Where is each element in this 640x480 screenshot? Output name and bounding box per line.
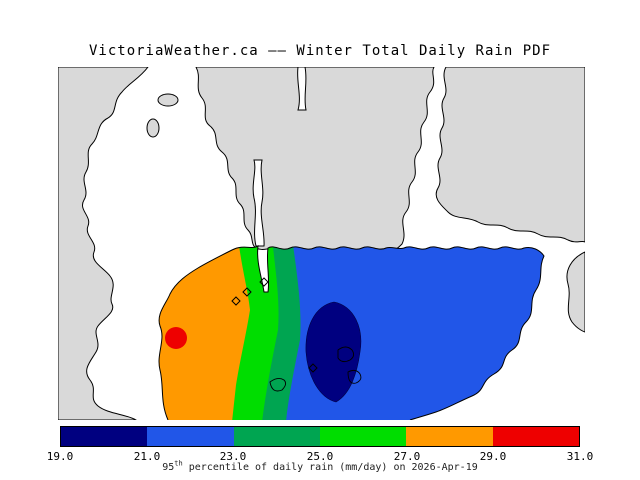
- colorbar-tick: 21.0: [133, 450, 161, 463]
- colorbar-ticks: 19.0 21.0 23.0 25.0 27.0 29.0 31.0: [0, 450, 640, 463]
- plot-title: VictoriaWeather.ca —— Winter Total Daily…: [88, 43, 551, 59]
- colorbar-tick: 25.0: [306, 450, 334, 463]
- caption-text: percentile of daily rain (mm/day) on 202…: [182, 462, 478, 473]
- landmass-west: [58, 67, 149, 420]
- inlet-channel: [297, 67, 307, 111]
- contour-core-19-21: [305, 301, 362, 403]
- station-marker: [242, 287, 252, 297]
- lake-outline: [347, 369, 362, 384]
- colorbar-segment: [233, 427, 320, 446]
- colorbar-tick: 19.0: [46, 450, 74, 463]
- landmass-east: [435, 67, 585, 243]
- colorbar-segment: [492, 427, 579, 446]
- islet: [157, 93, 179, 107]
- colorbar-segment: [147, 427, 234, 446]
- colorbar-segment: [319, 427, 407, 446]
- colorbar-tick: 31.0: [566, 450, 594, 463]
- station-marker: [308, 363, 318, 373]
- station-marker: [259, 277, 269, 287]
- colorbar-tick: 29.0: [479, 450, 507, 463]
- lake-outline: [337, 346, 355, 363]
- lake-outline: [269, 377, 287, 392]
- colorbar-caption: 95th percentile of daily rain (mm/day) o…: [0, 459, 640, 473]
- contour-field: [159, 246, 544, 420]
- caption-prefix: 95: [162, 462, 175, 473]
- colorbar-segment: [406, 427, 493, 446]
- contour-max-29-31: [165, 327, 187, 349]
- data-region-coastline: [158, 244, 545, 420]
- island-east: [566, 251, 585, 333]
- colorbar-segment: [61, 427, 148, 446]
- caption-superscript: th: [174, 459, 183, 468]
- landmass-peninsula: [195, 67, 435, 252]
- colorbar-tick: 23.0: [219, 450, 247, 463]
- station-marker: [231, 296, 241, 306]
- colorbar-tick: 27.0: [393, 450, 421, 463]
- islet: [146, 118, 160, 138]
- station-markers: [231, 277, 318, 373]
- colorbar: [60, 426, 580, 447]
- inlet-channel: [252, 159, 265, 247]
